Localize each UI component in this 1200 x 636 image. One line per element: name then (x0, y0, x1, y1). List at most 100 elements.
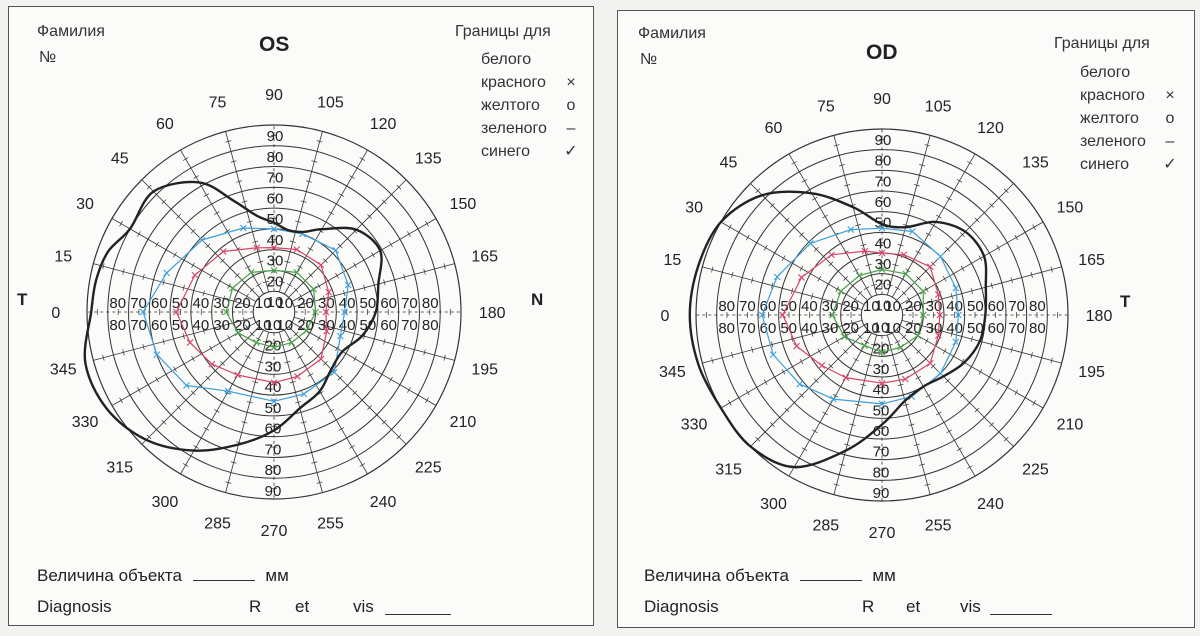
tick-mark (854, 403, 861, 406)
ring-label-right-40: 40 (946, 298, 963, 315)
vis-input[interactable] (990, 599, 1052, 615)
tick-mark (222, 295, 225, 302)
meridian-label-135: 135 (1022, 155, 1049, 172)
tick-mark (989, 422, 994, 427)
tick-mark (903, 224, 910, 227)
tick-mark (731, 271, 734, 278)
tick-mark (257, 361, 264, 364)
tick-mark (870, 343, 877, 347)
tick-mark (359, 463, 366, 467)
tick-mark (146, 184, 152, 190)
tick-mark (122, 349, 125, 356)
ring-label-bottom-10: 10 (873, 320, 890, 337)
tick-mark (335, 272, 339, 279)
ring-label-top-70: 70 (267, 170, 284, 187)
isopter-blue-marker (847, 226, 855, 233)
tick-mark (924, 483, 931, 486)
tick-mark (286, 283, 293, 287)
tick-mark (225, 481, 232, 484)
isopter-red-marker (186, 339, 194, 346)
tick-mark (853, 327, 857, 334)
tick-mark (801, 447, 808, 452)
perimetry-card-od: Фамилия № OD Границы для белого красного… (617, 10, 1195, 628)
isopter-blue-marker (300, 390, 308, 398)
legend-item-red: красного × (1028, 84, 1178, 107)
ring-label-bottom-20: 20 (873, 340, 890, 357)
tick-mark (854, 224, 861, 227)
meridian-label-30: 30 (76, 196, 94, 213)
tick-mark (308, 272, 314, 278)
isopter-blue-marker (198, 236, 206, 244)
tick-mark (936, 214, 942, 219)
tick-mark (353, 262, 357, 269)
isopter-green-marker (252, 339, 260, 346)
meridian-label-30: 30 (685, 200, 703, 217)
ring-label-left-low-20: 20 (234, 317, 251, 334)
tick-mark (812, 196, 818, 201)
isopter-blue-marker (955, 311, 962, 319)
tick-mark (389, 376, 393, 383)
tick-mark (252, 381, 259, 384)
meridian-line (293, 316, 455, 361)
tick-mark (892, 263, 899, 267)
tick-mark (323, 295, 326, 302)
tick-mark (293, 331, 299, 337)
tick-mark (352, 390, 358, 396)
tick-mark (230, 160, 237, 163)
tick-mark (328, 409, 334, 413)
ring-label-left-low-40: 40 (801, 320, 818, 337)
meridian-label-180: 180 (1086, 308, 1113, 325)
tick-mark (942, 276, 947, 282)
tick-mark (193, 445, 199, 449)
ring-label-left-low-10: 10 (863, 320, 880, 337)
ring-label-bottom-60: 60 (873, 423, 890, 440)
ring-label-top-40: 40 (875, 235, 892, 252)
tick-mark (343, 290, 346, 297)
meridian-label-165: 165 (1078, 252, 1105, 269)
tick-mark (811, 330, 814, 337)
vis-input[interactable] (385, 599, 451, 615)
diagnosis-row: Diagnosis R et vis (644, 597, 1184, 617)
ring-label-top-70: 70 (875, 173, 892, 190)
tick-mark (791, 161, 797, 165)
tick-mark (363, 284, 366, 291)
isopter-green-marker (878, 266, 886, 273)
tick-mark (284, 260, 291, 263)
tick-mark (122, 268, 125, 275)
tick-mark (423, 268, 426, 275)
isopter-green-marker (288, 339, 296, 346)
tick-mark (990, 282, 993, 289)
tick-mark (214, 409, 220, 413)
tick-mark (853, 357, 859, 362)
meridian-label-330: 330 (681, 417, 708, 434)
legend-item-red: красного × (429, 71, 579, 94)
tick-mark (297, 355, 303, 359)
ring-label-bottom-10: 10 (265, 317, 282, 334)
tick-mark (257, 260, 264, 263)
tick-mark (137, 231, 141, 237)
tick-mark (293, 287, 299, 293)
legend-item-yellow: желтого о (429, 94, 579, 117)
meridian-line (702, 266, 863, 311)
isopter-green-marker (829, 311, 836, 319)
object-size-input[interactable] (192, 565, 255, 581)
tick-mark (916, 349, 921, 354)
tick-mark (383, 338, 386, 345)
isopter-blue-marker (163, 269, 171, 277)
tick-mark (300, 421, 307, 424)
meridian-label-150: 150 (450, 196, 477, 213)
tick-mark (751, 346, 754, 353)
cross-marker-icon: × (1165, 87, 1175, 104)
tick-mark (865, 263, 872, 267)
tick-mark (102, 354, 105, 361)
tick-mark (162, 279, 165, 286)
surname-label: Фамилия (638, 25, 706, 42)
ring-label-bottom-70: 70 (265, 441, 282, 458)
tick-mark (317, 391, 324, 395)
object-size-input[interactable] (799, 565, 862, 581)
tick-mark (960, 232, 965, 237)
ring-label-right-low-60: 60 (988, 320, 1005, 337)
tick-mark (176, 214, 181, 219)
tick-mark (289, 381, 296, 384)
tick-mark (863, 286, 870, 290)
